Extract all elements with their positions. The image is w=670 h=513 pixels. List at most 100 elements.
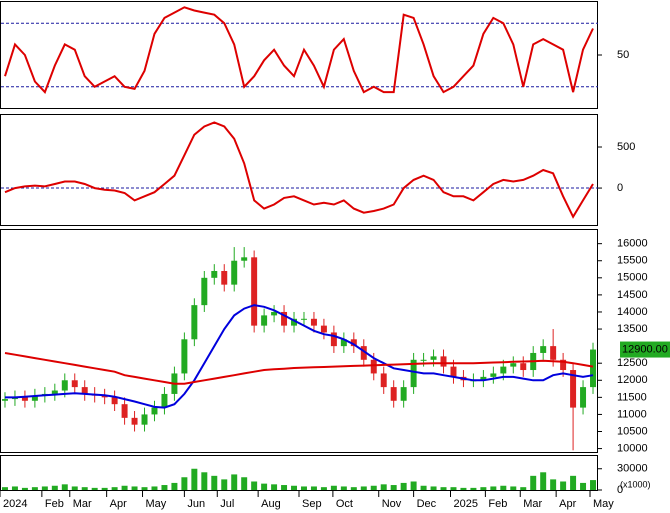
candle-body — [490, 373, 497, 377]
volume-bar — [430, 486, 437, 490]
volume-bar — [450, 487, 457, 490]
volume-bar — [400, 482, 407, 490]
x-tick-label: Feb — [488, 498, 507, 510]
volume-bar — [221, 479, 228, 490]
x-tick-label: May — [593, 498, 614, 510]
last-price-label: 12900.00 — [622, 343, 668, 355]
volume-bar — [500, 485, 507, 490]
volume-bar — [340, 486, 347, 490]
volume-bar — [211, 475, 218, 490]
candle-body — [450, 366, 457, 377]
volume-bar — [291, 485, 298, 490]
volume-bar — [380, 484, 387, 490]
candle-body — [550, 346, 557, 360]
volume-bar — [21, 487, 28, 490]
candle-body — [121, 404, 128, 418]
x-tick-label: 2024 — [3, 498, 27, 510]
candle-body — [291, 318, 298, 326]
candle-body — [101, 395, 108, 398]
x-tick-label: May — [146, 498, 167, 510]
candle-body — [231, 260, 238, 285]
x-tick-label: Oct — [336, 498, 353, 510]
x-tick-label: Feb — [45, 498, 64, 510]
candle-body — [320, 325, 327, 333]
candle-body — [211, 270, 218, 278]
volume-bar — [460, 487, 467, 490]
series-line — [4, 121, 594, 219]
volume-bar — [1, 487, 8, 490]
volume-bar — [540, 472, 547, 490]
candle-body — [111, 397, 118, 405]
volume-bar — [191, 468, 198, 490]
volume-bar — [111, 487, 118, 490]
candle-body — [191, 305, 198, 340]
last-price-tag — [620, 341, 670, 358]
candle-body — [380, 373, 387, 388]
volume-bar — [580, 482, 587, 490]
volume-bar — [271, 484, 278, 490]
volume-bar — [370, 485, 377, 490]
y-tick-label: 11000 — [617, 408, 647, 420]
volume-bar — [470, 487, 477, 490]
candle-body — [410, 359, 417, 388]
volume-bar — [131, 486, 138, 490]
candle-body — [281, 311, 288, 326]
volume-bar — [31, 487, 38, 490]
candle-body — [330, 332, 337, 347]
candle-body — [420, 359, 427, 361]
volume-bar — [560, 481, 567, 490]
volume-bar — [410, 481, 417, 490]
y-tick-label: 16000 — [617, 238, 648, 250]
y-tick-label: 30000 — [617, 463, 648, 475]
volume-bar — [91, 487, 98, 490]
candle-body — [500, 366, 507, 374]
volume-bar — [390, 485, 397, 490]
x-tick-label: Jun — [187, 498, 205, 510]
volume-bar — [261, 483, 268, 490]
candle-body — [241, 257, 248, 261]
candle-body — [520, 363, 527, 371]
x-tick-label: Dec — [417, 498, 437, 510]
panel-frame — [0, 1, 598, 109]
series-line — [5, 304, 594, 409]
candle-body — [480, 376, 487, 381]
panel-frame — [0, 114, 598, 226]
volume-bar — [121, 485, 128, 490]
y-tick-label: 14500 — [617, 289, 648, 301]
volume-bar — [570, 475, 577, 490]
y-tick-label: 13500 — [617, 323, 648, 335]
candle-body — [430, 356, 437, 360]
volume-bar — [310, 486, 317, 490]
candle-body — [350, 339, 357, 347]
y-tick-label: 0 — [617, 182, 623, 194]
candle-body — [400, 387, 407, 401]
volume-bar — [520, 487, 527, 490]
x-tick-label: Jul — [220, 498, 234, 510]
volume-bar — [360, 486, 367, 490]
volume-bar — [550, 479, 557, 490]
volume-bar — [171, 482, 178, 490]
candle-body — [340, 339, 347, 347]
candle-body — [151, 407, 158, 415]
candle-body — [580, 387, 587, 408]
y-tick-label: 15000 — [617, 272, 648, 284]
candle-body — [1, 399, 8, 401]
candle-body — [61, 380, 68, 391]
volume-bar — [231, 474, 238, 490]
y-tick-label: 12500 — [617, 357, 648, 369]
x-tick-label: Apr — [559, 498, 576, 510]
candle-body — [540, 346, 547, 353]
candle-body — [560, 359, 567, 371]
panel-frame — [0, 229, 598, 453]
candle-body — [81, 387, 88, 394]
volume-bar — [440, 487, 447, 490]
volume-bar — [71, 486, 78, 490]
volume-bar — [81, 487, 88, 490]
volume-bar — [201, 472, 208, 490]
volume-bar — [11, 486, 18, 490]
x-tick-label: Apr — [110, 498, 127, 510]
volume-bar — [300, 486, 307, 490]
candle-body — [360, 346, 367, 360]
volume-bar — [330, 485, 337, 490]
y-tick-label: 50 — [617, 49, 629, 61]
